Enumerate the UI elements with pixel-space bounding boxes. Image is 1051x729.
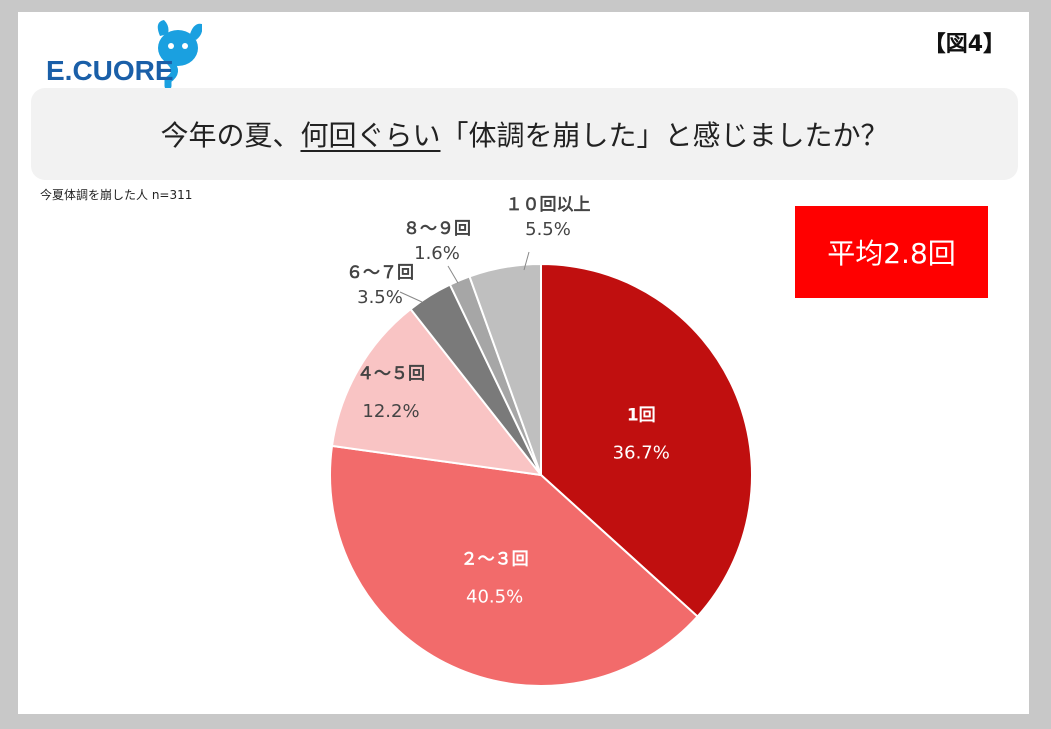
pie-slice-2 <box>329 444 699 687</box>
slice-label-4: ６～７回 <box>346 263 414 283</box>
slice-value-1: 36.7% <box>613 442 670 463</box>
title-before: 今年の夏、 <box>160 119 301 152</box>
slice-label-6: １０回以上 <box>506 195 591 215</box>
slice-value-6: 5.5% <box>525 219 571 240</box>
pie-slice-1 <box>540 262 753 618</box>
slice-value-4: 3.5% <box>357 287 403 308</box>
pie-slice-3 <box>330 307 544 477</box>
dog-question-mark-icon <box>157 20 202 98</box>
slice-value-2: 40.5% <box>466 586 523 607</box>
title-underlined: 何回ぐらい <box>300 119 441 152</box>
ecuore-logo: E.CUORE <box>46 20 202 98</box>
pie-slice-6 <box>468 262 542 476</box>
slice-label-1: 1回 <box>627 405 656 425</box>
sample-note: 今夏体調を崩した人 n=311 <box>40 188 193 202</box>
slice-label-5: ８～９回 <box>403 219 471 239</box>
leader-line-4 <box>399 291 423 303</box>
slice-label-3: ４～５回 <box>357 364 425 384</box>
leader-line-6 <box>523 251 530 271</box>
pie-chart: 1回 36.7% ２～３回 40.5% ４～５回 12.2% ６～７回 3.5% ８～９回 1.6… <box>329 195 753 687</box>
figure-label: 【図4】 <box>923 32 1005 57</box>
slice-value-3: 12.2% <box>362 401 419 422</box>
logo-text: E.CUORE <box>46 55 174 86</box>
average-badge: 平均2.8回 <box>795 206 988 298</box>
title-after: 「体調を崩した」と感じましたか？ <box>440 119 889 152</box>
slice-label-2: ２～３回 <box>461 549 529 569</box>
leader-line-5 <box>447 265 459 284</box>
question-title: 今年の夏、 何回ぐらい 「体調を崩した」と感じましたか？ <box>31 88 1018 180</box>
slide: E.CUORE 【図4】 今年の夏、 何回ぐらい 「体調を崩した」と感じましたか… <box>18 12 1029 714</box>
slice-value-5: 1.6% <box>414 243 460 264</box>
